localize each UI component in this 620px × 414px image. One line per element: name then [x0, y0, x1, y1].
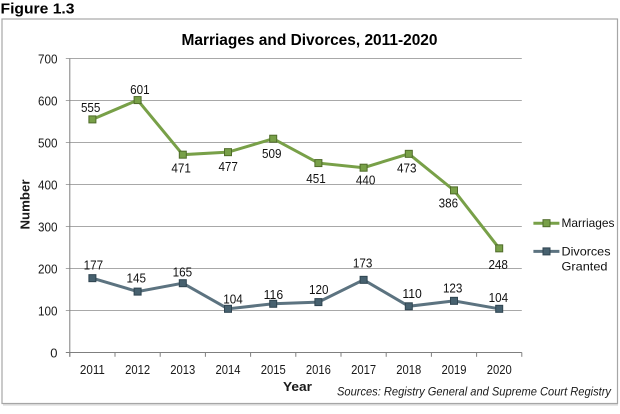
svg-text:Number: Number: [17, 180, 32, 230]
svg-text:500: 500: [38, 135, 58, 150]
svg-text:116: 116: [264, 287, 284, 302]
svg-text:Divorces: Divorces: [562, 244, 611, 258]
svg-text:165: 165: [173, 265, 193, 280]
svg-text:2015: 2015: [261, 362, 286, 377]
svg-text:386: 386: [439, 196, 459, 211]
svg-text:Marriages: Marriages: [562, 216, 615, 230]
svg-text:2012: 2012: [125, 362, 150, 377]
svg-text:2013: 2013: [170, 362, 195, 377]
svg-text:2011: 2011: [80, 362, 105, 377]
svg-text:600: 600: [38, 93, 58, 108]
svg-text:173: 173: [353, 255, 373, 270]
svg-text:104: 104: [223, 292, 243, 307]
svg-text:700: 700: [38, 51, 58, 66]
svg-text:400: 400: [38, 177, 58, 192]
svg-text:2017: 2017: [351, 362, 376, 377]
svg-text:471: 471: [171, 161, 191, 176]
svg-text:555: 555: [81, 100, 101, 115]
svg-text:601: 601: [130, 82, 150, 97]
svg-text:473: 473: [397, 160, 417, 175]
svg-text:100: 100: [38, 303, 58, 318]
svg-text:Figure 1.3: Figure 1.3: [1, 1, 75, 17]
svg-text:2019: 2019: [442, 362, 467, 377]
svg-text:Year: Year: [283, 379, 312, 394]
svg-text:120: 120: [309, 282, 329, 297]
svg-text:509: 509: [262, 146, 282, 161]
svg-text:Granted: Granted: [562, 260, 608, 274]
svg-text:440: 440: [356, 173, 376, 188]
svg-text:2016: 2016: [306, 362, 331, 377]
svg-text:2020: 2020: [487, 362, 512, 377]
svg-text:451: 451: [306, 171, 326, 186]
svg-text:2014: 2014: [216, 362, 241, 377]
svg-text:177: 177: [84, 258, 104, 273]
svg-text:Sources: Registry General and: Sources: Registry General and Supreme Co…: [337, 385, 612, 399]
svg-text:123: 123: [443, 281, 463, 296]
svg-text:145: 145: [127, 271, 147, 286]
svg-text:200: 200: [38, 261, 58, 276]
svg-text:248: 248: [488, 257, 508, 272]
svg-text:110: 110: [402, 286, 422, 301]
svg-text:104: 104: [489, 290, 509, 305]
svg-text:Marriages and Divorces, 2011-2: Marriages and Divorces, 2011-2020: [182, 32, 438, 49]
svg-text:0: 0: [50, 345, 57, 360]
svg-text:300: 300: [38, 219, 58, 234]
svg-text:2018: 2018: [396, 362, 421, 377]
svg-text:477: 477: [218, 159, 238, 174]
